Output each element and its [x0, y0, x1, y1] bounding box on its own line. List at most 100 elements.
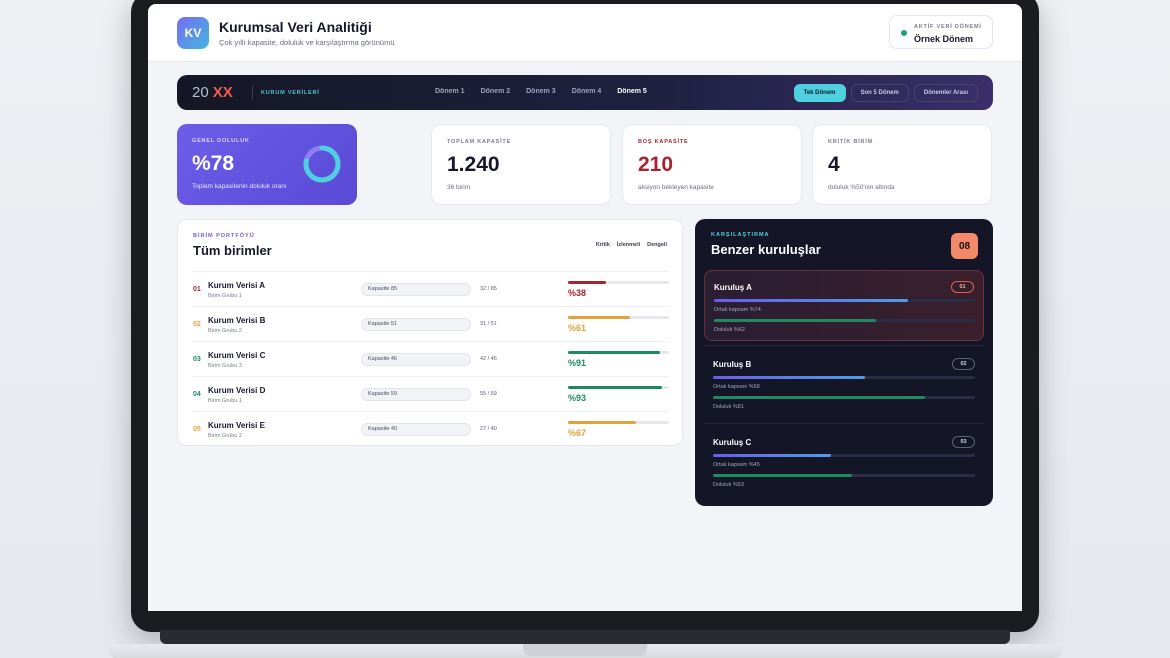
- data-source-label: KURUM VERİLERİ: [261, 90, 320, 96]
- unit-group: Birim Grubu 1: [208, 398, 242, 404]
- kpi-value: 1.240: [447, 153, 500, 176]
- panel-kicker: KARŞILAŞTIRMA: [711, 232, 770, 238]
- year-display: 20 XX: [192, 84, 233, 101]
- occupancy-bar: [713, 396, 975, 399]
- peer-org-card[interactable]: Kuruluş C 03 Ortak kapsam %45 Doluluk %53: [704, 426, 984, 497]
- org-name: Kuruluş A: [714, 283, 752, 292]
- filter-critical[interactable]: Kritik: [595, 242, 610, 248]
- nav-divider: [252, 85, 253, 100]
- table-row[interactable]: 05 Kurum Verisi E Birim Grubu 2 Kapasite 40…: [193, 411, 669, 446]
- period-value: Örnek Dönem: [914, 34, 974, 44]
- year-suffix: XX: [212, 84, 233, 101]
- view-mode-group: Tek Dönem Son 5 Dönem Dönemler Arası: [793, 84, 978, 102]
- peer-org-card[interactable]: Kuruluş A 01 Ortak kapsam %74 Doluluk %62: [704, 270, 984, 341]
- occupancy-bar: [568, 421, 669, 424]
- between-periods-button[interactable]: Dönemler Arası: [913, 84, 978, 102]
- tab-period-1[interactable]: Dönem 1: [435, 88, 465, 95]
- filter-monitor[interactable]: İzlenmeli: [616, 242, 641, 248]
- period-label: AKTİF VERİ DÖNEMİ: [914, 24, 982, 30]
- filter-balanced[interactable]: Dengeli: [647, 242, 667, 248]
- panel-title: Tüm birimler: [193, 243, 272, 258]
- occupancy-donut-chart: [303, 145, 341, 183]
- shared-scope-bar: [713, 376, 975, 379]
- unit-group: Birim Grubu 3: [208, 363, 242, 369]
- kpi-label: BOŞ KAPASİTE: [638, 139, 689, 145]
- period-navbar: 20 XX KURUM VERİLERİ Dönem 1 Dönem 2 Dönem …: [177, 75, 993, 110]
- capacity-pill: Kapasite 51: [361, 318, 471, 331]
- divider: [704, 345, 984, 346]
- laptop-notch: [523, 644, 647, 656]
- tab-period-3[interactable]: Dönem 3: [526, 88, 556, 95]
- unit-group: Birim Grubu 1: [208, 293, 242, 299]
- unit-name: Kurum Verisi A: [208, 281, 266, 290]
- tab-period-4[interactable]: Dönem 4: [571, 88, 602, 95]
- unit-group: Birim Grubu 2: [208, 433, 242, 439]
- capacity-pill: Kapasite 59: [361, 388, 471, 401]
- occupancy-percent: %38: [568, 288, 587, 298]
- app-subtitle: Çok yıllı kapasite, doluluk ve karşılaşt…: [219, 38, 395, 47]
- laptop-hinge: [160, 630, 1010, 644]
- occupancy-ratio: 27 / 40: [480, 426, 497, 432]
- kpi-label: TOPLAM KAPASİTE: [447, 139, 512, 145]
- table-row[interactable]: 01 Kurum Verisi A Birim Grubu 1 Kapasite 85…: [193, 271, 669, 306]
- unit-portfolio-panel: BİRİM PORTFÖYÜ Tüm birimler Kritik İzlenm…: [177, 219, 683, 446]
- single-period-button[interactable]: Tek Dönem: [793, 84, 846, 102]
- occupancy-bar-fill: [713, 474, 852, 477]
- shared-scope-bar-fill: [713, 376, 865, 379]
- active-period-selector[interactable]: AKTİF VERİ DÖNEMİ Örnek Dönem: [889, 15, 993, 49]
- app-logo: KV: [177, 17, 209, 49]
- occupancy-ratio: 31 / 51: [480, 321, 497, 327]
- occupancy-bar-fill: [568, 281, 607, 284]
- org-name: Kuruluş B: [713, 360, 752, 369]
- app-title: Kurumsal Veri Analitiği: [219, 19, 372, 35]
- occupancy-bar: [713, 474, 975, 477]
- last-5-periods-button[interactable]: Son 5 Dönem: [850, 84, 909, 102]
- occupancy-bar-fill: [568, 351, 660, 354]
- org-rank-badge: 01: [951, 281, 974, 293]
- occupancy-percent: %93: [568, 393, 587, 403]
- occupancy-label: Doluluk %53: [713, 482, 744, 488]
- occupancy-bar-fill: [568, 421, 636, 424]
- row-index: 01: [193, 286, 201, 293]
- kpi-note: aksiyon bekleyen kapasite: [638, 184, 714, 191]
- unit-group: Birim Grubu 2: [208, 328, 242, 334]
- occupancy-bar: [568, 351, 669, 354]
- occupancy-bar: [714, 319, 976, 322]
- occupancy-bar-fill: [714, 319, 877, 322]
- kpi-note: 36 birim: [447, 184, 471, 191]
- shared-scope-label: Ortak kapsam %58: [713, 384, 760, 390]
- year-prefix: 20: [192, 84, 209, 101]
- occupancy-percent: %67: [568, 428, 587, 438]
- occupancy-bar: [568, 386, 669, 389]
- shared-scope-label: Ortak kapsam %74: [714, 307, 761, 313]
- app-header: KV Kurumsal Veri Analitiği Çok yıllı kap…: [148, 4, 1022, 62]
- kpi-value: 210: [638, 153, 674, 176]
- kpi-value: %78: [192, 152, 235, 175]
- screen: KV Kurumsal Veri Analitiği Çok yıllı kap…: [148, 4, 1022, 611]
- period-tabs: Dönem 1 Dönem 2 Dönem 3 Dönem 4 Dönem 5: [435, 88, 647, 95]
- table-row[interactable]: 02 Kurum Verisi B Birim Grubu 2 Kapasite 51…: [193, 306, 669, 341]
- shared-scope-bar: [713, 454, 975, 457]
- kpi-overall-occupancy: GENEL DOLULUK %78 Toplam kapasitenin dol…: [177, 124, 357, 205]
- unit-name: Kurum Verisi D: [208, 386, 266, 395]
- occupancy-ratio: 55 / 59: [480, 391, 497, 397]
- kpi-note: Toplam kapasitenin doluluk oranı: [192, 183, 287, 190]
- tab-period-5[interactable]: Dönem 5: [617, 88, 647, 95]
- org-rank-badge: 03: [952, 436, 975, 448]
- unit-name: Kurum Verisi B: [208, 316, 266, 325]
- occupancy-ratio: 32 / 85: [480, 286, 497, 292]
- occupancy-bar: [568, 281, 669, 284]
- shared-scope-bar-fill: [714, 299, 908, 302]
- table-row[interactable]: 03 Kurum Verisi C Birim Grubu 3 Kapasite 46…: [193, 341, 669, 376]
- row-index: 05: [193, 426, 201, 433]
- capacity-pill: Kapasite 40: [361, 423, 471, 436]
- tab-period-2[interactable]: Dönem 2: [480, 88, 511, 95]
- donut-arc: [303, 145, 341, 183]
- divider: [704, 423, 984, 424]
- table-row[interactable]: 04 Kurum Verisi D Birim Grubu 1 Kapasite 59…: [193, 376, 669, 411]
- kpi-empty-capacity: BOŞ KAPASİTE 210 aksiyon bekleyen kapasi…: [622, 124, 802, 205]
- status-dot-icon: [901, 30, 907, 36]
- panel-kicker: BİRİM PORTFÖYÜ: [193, 233, 255, 239]
- count-badge: 08: [951, 233, 978, 259]
- peer-org-card[interactable]: Kuruluş B 02 Ortak kapsam %58 Doluluk %81: [704, 348, 984, 419]
